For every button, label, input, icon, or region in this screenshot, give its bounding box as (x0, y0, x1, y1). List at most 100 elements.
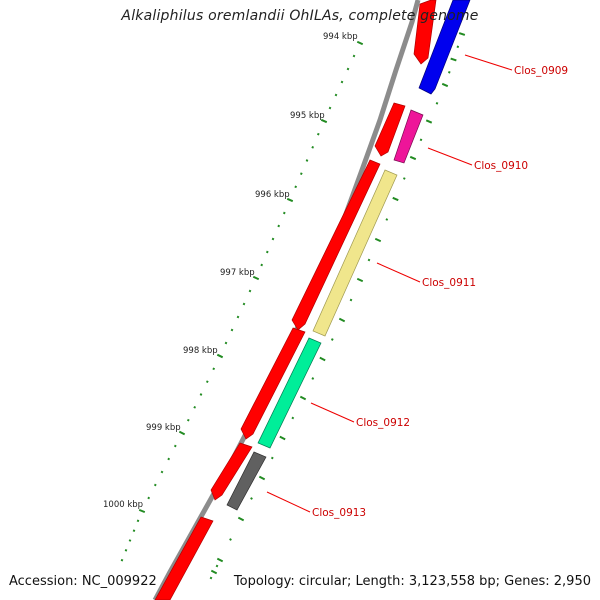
forward-strand-genes (154, 0, 437, 600)
minor-tick (328, 106, 332, 110)
major-tick (216, 557, 224, 563)
minor-tick (147, 496, 151, 500)
major-tick (138, 508, 146, 514)
major-tick (319, 356, 326, 362)
gene-clos-0912[interactable] (257, 337, 322, 449)
topology-summary: Topology: circular; Length: 3,123,558 bp… (233, 574, 591, 589)
minor-tick (352, 54, 356, 58)
minor-tick (265, 250, 269, 254)
minor-tick (167, 457, 171, 461)
minor-tick (160, 470, 164, 474)
minor-tick (367, 258, 371, 262)
major-tick (279, 435, 286, 441)
tick-label-998: 998 kbp (183, 346, 218, 356)
tick-label-994: 994 kbp (323, 32, 358, 42)
minor-tick (294, 185, 298, 189)
minor-tick (340, 80, 344, 84)
tick-label-999: 999 kbp (146, 423, 181, 433)
minor-tick (402, 177, 406, 180)
red-gene-arrow (374, 102, 406, 157)
minor-tick (291, 416, 295, 420)
gene-clos-0911[interactable] (312, 169, 398, 337)
minor-tick (186, 418, 190, 422)
tick-label-1000: 1000 kbp (103, 500, 143, 510)
gene-label-clos-0911: Clos_0911 (422, 277, 476, 289)
labeled-genes (226, 0, 471, 511)
minor-tick (236, 315, 240, 319)
tick-label-997: 997 kbp (220, 268, 255, 278)
tick-label-996: 996 kbp (255, 190, 290, 200)
minor-tick (248, 289, 252, 293)
minor-tick (277, 224, 281, 228)
minor-tick (136, 519, 140, 523)
red-gene-arrow (240, 327, 306, 440)
major-tick (356, 277, 364, 283)
gene-label-clos-0910: Clos_0910 (474, 160, 528, 172)
minor-tick (173, 444, 177, 448)
major-tick (441, 82, 449, 88)
major-tick (374, 237, 382, 243)
major-tick (299, 395, 307, 401)
genome-backbone (152, 0, 421, 600)
major-tick (216, 353, 224, 359)
minor-tick (305, 159, 309, 162)
minor-tick (229, 538, 232, 541)
minor-tick (132, 529, 136, 533)
major-tick (258, 475, 266, 481)
genome-title: Alkaliphilus oremlandii OhILAs, complete… (121, 8, 479, 24)
minor-tick (270, 456, 274, 460)
minor-tick (346, 67, 350, 71)
minor-tick (205, 380, 209, 384)
minor-tick (120, 558, 124, 562)
major-tick (286, 197, 294, 203)
major-tick (338, 317, 346, 323)
gene-label-clos-0913: Clos_0913 (312, 507, 366, 519)
major-tick (425, 119, 433, 124)
scale-ticks-outer (120, 40, 364, 562)
major-tick (409, 155, 417, 161)
minor-tick (334, 93, 338, 97)
gene-clos-0909[interactable] (418, 0, 471, 95)
minor-tick (230, 328, 234, 332)
major-tick (237, 516, 245, 522)
minor-tick (215, 564, 219, 568)
major-tick (392, 196, 399, 202)
minor-tick (349, 298, 353, 302)
minor-tick (224, 341, 228, 345)
minor-tick (128, 539, 132, 542)
minor-tick (124, 548, 128, 552)
gene-clos-0913[interactable] (226, 451, 267, 511)
minor-tick (311, 145, 315, 149)
minor-tick (448, 71, 451, 74)
major-tick (458, 32, 466, 36)
red-gene-arrow (154, 516, 214, 600)
gene-labels: Clos_0909 Clos_0910 Clos_0911 Clos_0912 … (312, 65, 568, 519)
major-tick (210, 569, 218, 575)
scale-ticks-inner (209, 32, 466, 580)
gene-label-clos-0909: Clos_0909 (514, 65, 568, 77)
minor-tick (242, 302, 246, 306)
minor-tick (316, 132, 320, 136)
minor-tick (193, 405, 197, 409)
major-tick (450, 57, 457, 62)
major-tick (178, 430, 186, 436)
gene-label-lines (266, 54, 513, 513)
minor-tick (153, 483, 157, 487)
minor-tick (330, 338, 334, 341)
minor-tick (282, 211, 286, 215)
minor-tick (419, 138, 423, 142)
accession-text: Accession: NC_009922 (9, 574, 157, 589)
tick-label-995: 995 kbp (290, 111, 325, 121)
major-tick (320, 118, 328, 124)
minor-tick (385, 218, 389, 221)
minor-tick (212, 367, 216, 371)
minor-tick (311, 377, 315, 380)
minor-tick (209, 576, 213, 580)
gene-clos-0910[interactable] (393, 109, 424, 164)
minor-tick (271, 237, 275, 241)
gene-label-clos-0912: Clos_0912 (356, 417, 410, 429)
red-gene-arrow (210, 442, 253, 501)
major-tick (356, 40, 364, 46)
red-gene-arrow (413, 0, 437, 65)
